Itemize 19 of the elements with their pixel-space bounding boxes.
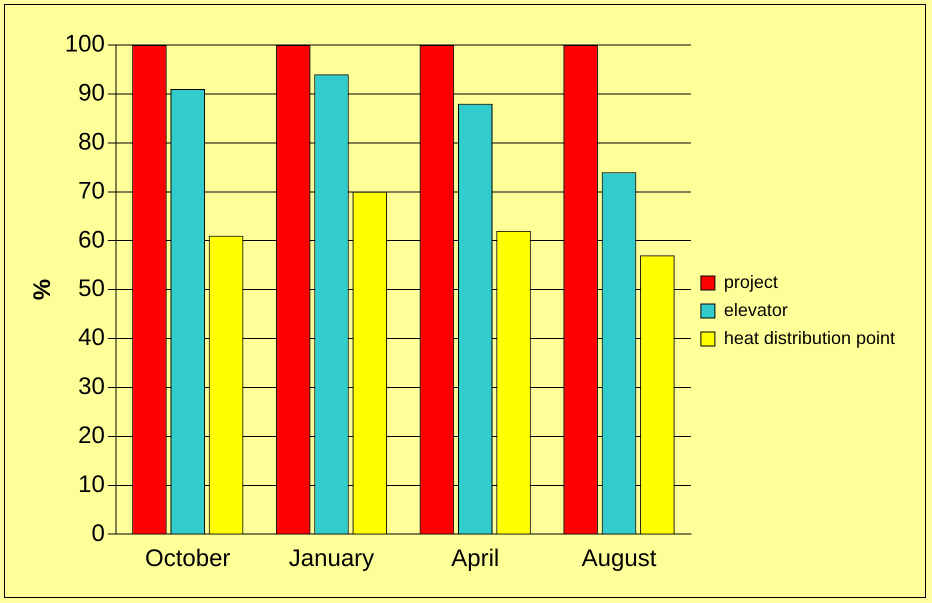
x-tick-label: August <box>582 545 657 572</box>
x-tick-label: January <box>288 545 374 572</box>
y-tick-label: 60 <box>78 226 105 254</box>
y-tick-label: 10 <box>78 470 105 498</box>
legend-label: project <box>724 272 778 292</box>
legend-label: heat distribution point <box>724 328 896 348</box>
y-tick-label: 40 <box>78 324 105 352</box>
y-tick-label: 50 <box>78 275 105 302</box>
y-tick-label: 100 <box>64 30 105 58</box>
y-tick-label: 80 <box>78 128 105 156</box>
y-tick-label: 0 <box>91 520 105 547</box>
x-tick-label: October <box>145 545 230 572</box>
y-tick-label: 90 <box>78 80 105 107</box>
y-tick-label: 30 <box>78 373 105 400</box>
x-tick-label: April <box>451 545 500 572</box>
y-tick-label: 20 <box>78 422 105 449</box>
legend-label: elevator <box>724 300 788 320</box>
y-axis-title: % <box>29 278 56 300</box>
y-tick-label: 70 <box>78 177 105 204</box>
